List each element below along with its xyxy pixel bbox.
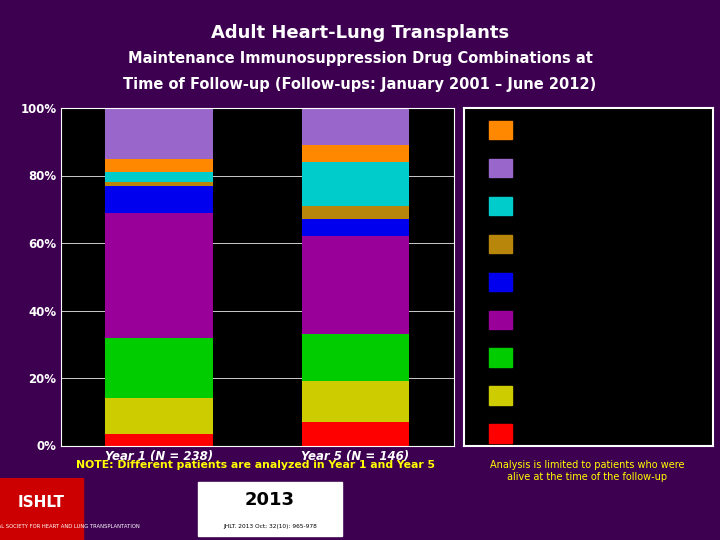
Bar [302, 237, 410, 334]
Text: Adult Heart-Lung Transplants: Adult Heart-Lung Transplants [211, 24, 509, 42]
Text: Analysis is limited to patients who were
alive at the time of the follow-up: Analysis is limited to patients who were… [490, 460, 684, 482]
Bar [302, 206, 410, 219]
Bar [105, 108, 213, 159]
Text: ISHLT: ISHLT [17, 495, 65, 510]
Bar [198, 482, 342, 536]
Bar [302, 145, 410, 162]
Bar [105, 186, 213, 213]
Bar [105, 183, 213, 186]
Bar [105, 172, 213, 183]
Bar [490, 424, 512, 443]
Bar [490, 234, 512, 253]
Text: Maintenance Immunosuppression Drug Combinations at: Maintenance Immunosuppression Drug Combi… [127, 51, 593, 66]
Text: 2013: 2013 [245, 491, 295, 509]
Bar [490, 310, 512, 329]
Bar [302, 334, 410, 381]
Bar [302, 422, 410, 446]
Text: JHLT. 2013 Oct; 32(10): 965-978: JHLT. 2013 Oct; 32(10): 965-978 [223, 524, 317, 529]
Bar [490, 348, 512, 367]
Bar [0, 478, 83, 540]
Bar [302, 162, 410, 206]
Bar [490, 273, 512, 291]
Bar [105, 213, 213, 338]
Bar [302, 108, 410, 145]
Bar [105, 434, 213, 445]
Bar [490, 197, 512, 215]
Text: NOTE: Different patients are analyzed in Year 1 and Year 5: NOTE: Different patients are analyzed in… [76, 460, 435, 470]
Text: Time of Follow-up (Follow-ups: January 2001 – June 2012): Time of Follow-up (Follow-ups: January 2… [123, 77, 597, 92]
Bar [490, 159, 512, 177]
Bar [302, 381, 410, 422]
Bar [302, 219, 410, 237]
Bar [105, 159, 213, 172]
Bar [490, 120, 512, 139]
Bar [490, 387, 512, 405]
Text: ISHLT • INTERNATIONAL SOCIETY FOR HEART AND LUNG TRANSPLANTATION: ISHLT • INTERNATIONAL SOCIETY FOR HEART … [0, 524, 140, 529]
Bar [105, 399, 213, 434]
Bar [105, 338, 213, 399]
